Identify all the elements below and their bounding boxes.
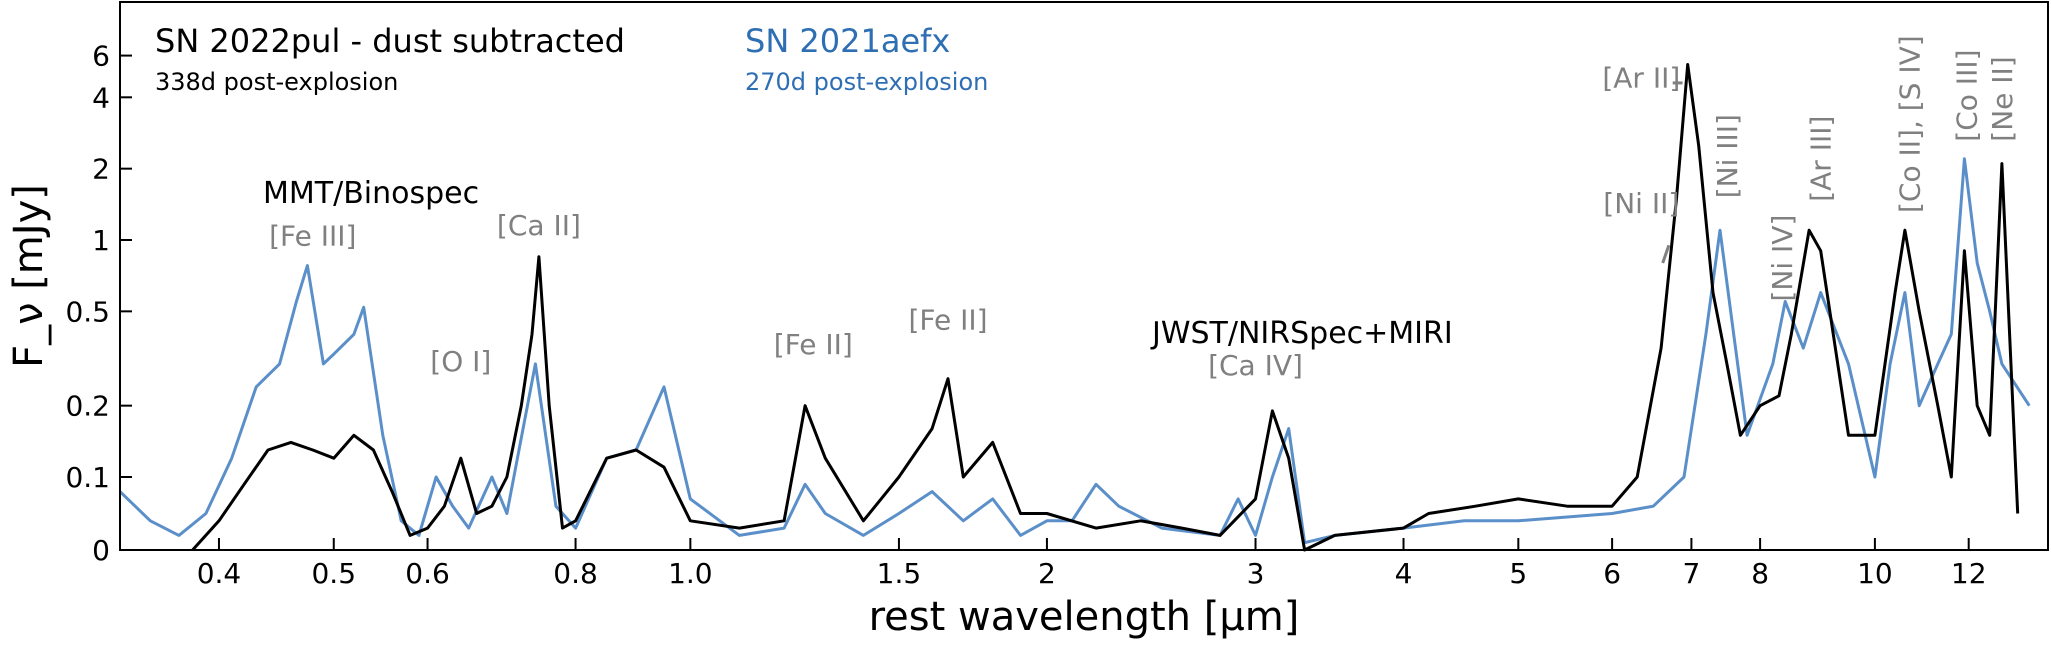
line-annotation: [Fe II] <box>774 328 853 361</box>
y-axis-title: F_ν [mJy] <box>6 184 52 368</box>
line-annotation: [Ni III] <box>1711 114 1744 198</box>
x-tick-label: 0.5 <box>311 557 356 590</box>
x-tick-label: 0.4 <box>197 557 242 590</box>
line-annotation: [Ar II] <box>1602 62 1680 95</box>
y-tick-label: 4 <box>92 81 110 114</box>
y-tick-label: 1 <box>92 224 110 257</box>
x-tick-label: 1.5 <box>877 557 922 590</box>
series-layer <box>118 63 2031 552</box>
series-line-sn2022pul <box>191 63 2020 552</box>
x-tick-label: 7 <box>1682 557 1700 590</box>
line-annotation: [Fe III] <box>269 219 356 252</box>
annotation-leader <box>1661 244 1671 264</box>
legend-subtitle-sn2022pul: 338d post-explosion <box>155 68 398 96</box>
x-tick-label: 4 <box>1395 557 1413 590</box>
x-tick-label: 0.6 <box>405 557 450 590</box>
legend-title-sn2021aefx: SN 2021aefx <box>745 22 950 60</box>
x-tick-label: 5 <box>1509 557 1527 590</box>
x-tick-label: 12 <box>1951 557 1987 590</box>
x-axis-title: rest wavelength [μm] <box>869 594 1300 640</box>
grid-and-axes: 0.4 0.5 0.6 0.8 1.0 1.5 2 3 4 5 6 7 8 10 1200.10.20.51… <box>65 40 1986 590</box>
x-tick-label: 2 <box>1038 557 1056 590</box>
line-annotation: [Ni IV] <box>1766 215 1799 302</box>
x-tick-label: 3 <box>1247 557 1265 590</box>
y-tick-label: 6 <box>92 40 110 73</box>
legend-subtitle-sn2021aefx: 270d post-explosion <box>745 68 988 96</box>
line-annotation: [O I] <box>430 345 491 378</box>
legend-title-sn2022pul: SN 2022pul - dust subtracted <box>155 22 625 60</box>
x-tick-label: 8 <box>1751 557 1769 590</box>
series-line-sn2021aefx <box>118 157 2031 545</box>
line-annotation: [Co III] <box>1951 49 1984 141</box>
instrument-label-jwst: JWST/NIRSpec+MIRI <box>1150 316 1453 351</box>
y-tick-label: 0 <box>92 534 110 567</box>
y-tick-label: 0.1 <box>65 461 110 494</box>
line-annotation: [Ar III] <box>1805 116 1838 202</box>
instrument-label-binospec: MMT/Binospec <box>263 176 479 211</box>
x-tick-label: 0.8 <box>553 557 598 590</box>
x-tick-label: 1.0 <box>668 557 713 590</box>
y-tick-label: 0.2 <box>65 390 110 423</box>
line-annotation: [Co II], [S IV] <box>1894 35 1927 213</box>
y-tick-label: 2 <box>92 153 110 186</box>
line-annotation: [Fe II] <box>908 303 987 336</box>
line-annotation: [Ca IV] <box>1208 349 1303 382</box>
line-annotation: [Ca II] <box>497 209 581 242</box>
y-tick-label: 0.5 <box>65 295 110 328</box>
line-annotation: [Ne II] <box>1986 56 2019 141</box>
x-tick-label: 6 <box>1603 557 1621 590</box>
annotation-layer: [Fe III] [O I] [Ca II] [Fe II] [Fe II] [Ca IV… <box>269 35 2019 381</box>
x-tick-label: 10 <box>1857 557 1893 590</box>
plot-frame <box>119 1 2049 551</box>
line-annotation: [Ni II] <box>1603 187 1679 220</box>
